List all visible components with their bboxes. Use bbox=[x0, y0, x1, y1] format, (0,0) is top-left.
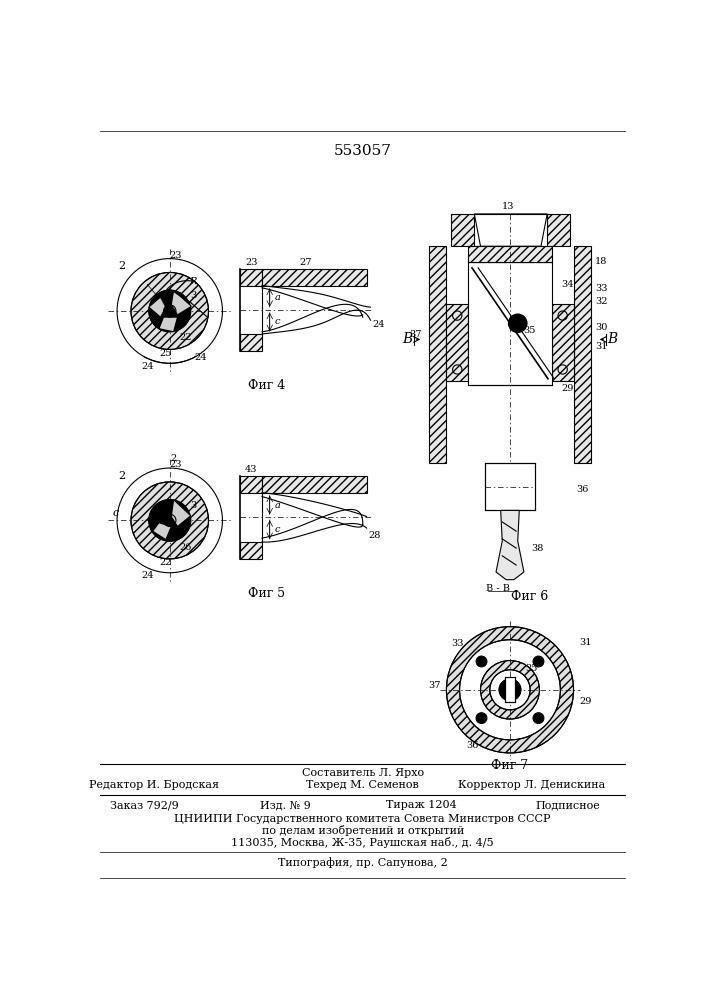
Polygon shape bbox=[468, 262, 552, 385]
Text: 43: 43 bbox=[245, 465, 257, 474]
Text: 38: 38 bbox=[531, 544, 543, 553]
Text: 23: 23 bbox=[245, 258, 257, 267]
Polygon shape bbox=[451, 214, 474, 246]
Circle shape bbox=[149, 290, 191, 332]
Circle shape bbox=[508, 314, 527, 333]
Text: 3: 3 bbox=[190, 291, 196, 300]
Text: Корректор Л. Денискина: Корректор Л. Денискина bbox=[458, 780, 605, 790]
Text: 30: 30 bbox=[595, 323, 607, 332]
Wedge shape bbox=[131, 482, 209, 559]
Polygon shape bbox=[240, 476, 262, 493]
Text: 24: 24 bbox=[142, 362, 154, 371]
Text: 37: 37 bbox=[409, 330, 421, 339]
Text: Типография, пр. Сапунова, 2: Типография, пр. Сапунова, 2 bbox=[278, 857, 448, 868]
Text: B: B bbox=[402, 332, 413, 346]
Text: 18: 18 bbox=[595, 257, 607, 266]
Text: 33: 33 bbox=[451, 639, 464, 648]
Wedge shape bbox=[481, 661, 539, 719]
Text: Подписное: Подписное bbox=[535, 800, 600, 810]
Text: 24: 24 bbox=[372, 320, 385, 329]
Polygon shape bbox=[171, 500, 191, 527]
Text: c: c bbox=[112, 508, 119, 518]
Text: 23: 23 bbox=[170, 460, 182, 469]
Circle shape bbox=[533, 656, 544, 667]
Polygon shape bbox=[552, 304, 573, 381]
Text: 36: 36 bbox=[467, 741, 479, 750]
Text: 2: 2 bbox=[170, 454, 177, 463]
Text: Редактор И. Бродская: Редактор И. Бродская bbox=[89, 780, 219, 790]
Wedge shape bbox=[131, 272, 209, 349]
Polygon shape bbox=[474, 214, 547, 246]
Text: по делам изобретений и открытий: по делам изобретений и открытий bbox=[262, 825, 464, 836]
Text: c: c bbox=[275, 317, 280, 326]
Text: a: a bbox=[274, 293, 281, 302]
Text: 553057: 553057 bbox=[334, 144, 392, 158]
Text: 36: 36 bbox=[577, 485, 589, 494]
Text: 3: 3 bbox=[190, 500, 196, 510]
Text: Фиг 7: Фиг 7 bbox=[491, 759, 529, 772]
Polygon shape bbox=[149, 297, 166, 317]
Polygon shape bbox=[153, 523, 171, 540]
Text: 26: 26 bbox=[179, 543, 192, 552]
Text: 28: 28 bbox=[368, 531, 380, 540]
Text: B: B bbox=[607, 332, 617, 346]
Text: a: a bbox=[274, 500, 281, 510]
Circle shape bbox=[476, 656, 487, 667]
Polygon shape bbox=[159, 317, 177, 332]
Wedge shape bbox=[446, 627, 573, 753]
Text: 33: 33 bbox=[595, 284, 608, 293]
Text: Тираж 1204: Тираж 1204 bbox=[386, 800, 457, 810]
Polygon shape bbox=[262, 476, 368, 493]
Text: 24: 24 bbox=[142, 571, 154, 580]
Text: 32: 32 bbox=[595, 297, 608, 306]
Text: 22: 22 bbox=[179, 333, 192, 342]
Text: Фиг 5: Фиг 5 bbox=[248, 587, 285, 600]
Text: 31: 31 bbox=[579, 638, 591, 647]
Text: Изд. № 9: Изд. № 9 bbox=[260, 800, 310, 810]
Polygon shape bbox=[446, 304, 468, 381]
Text: 37: 37 bbox=[428, 681, 441, 690]
Polygon shape bbox=[240, 334, 262, 351]
Text: 23: 23 bbox=[170, 251, 182, 260]
Text: 22: 22 bbox=[160, 558, 172, 567]
Polygon shape bbox=[547, 214, 571, 246]
Text: 25: 25 bbox=[160, 349, 172, 358]
Text: Фиг 4: Фиг 4 bbox=[248, 379, 285, 392]
Circle shape bbox=[149, 500, 191, 541]
Text: 31: 31 bbox=[595, 342, 608, 351]
Text: Заказ 792/9: Заказ 792/9 bbox=[110, 800, 179, 810]
Text: 2: 2 bbox=[118, 261, 125, 271]
Text: R: R bbox=[189, 277, 197, 286]
Text: 113035, Москва, Ж-35, Раушская наб., д. 4/5: 113035, Москва, Ж-35, Раушская наб., д. … bbox=[231, 837, 494, 848]
Text: Фиг 6: Фиг 6 bbox=[510, 590, 548, 603]
Text: Техред М. Семенов: Техред М. Семенов bbox=[306, 780, 419, 790]
Text: 24: 24 bbox=[194, 353, 207, 362]
Polygon shape bbox=[468, 246, 552, 262]
Text: 13: 13 bbox=[501, 202, 514, 211]
Text: 2: 2 bbox=[118, 471, 125, 481]
Polygon shape bbox=[262, 269, 368, 286]
Polygon shape bbox=[171, 290, 192, 315]
Polygon shape bbox=[496, 510, 524, 580]
Circle shape bbox=[499, 679, 521, 701]
Polygon shape bbox=[240, 542, 262, 559]
Text: 34: 34 bbox=[561, 280, 573, 289]
Text: c: c bbox=[275, 525, 280, 534]
Circle shape bbox=[533, 713, 544, 724]
Text: 27: 27 bbox=[299, 258, 312, 267]
Text: 35: 35 bbox=[525, 664, 538, 673]
Circle shape bbox=[476, 713, 487, 724]
Polygon shape bbox=[573, 246, 590, 463]
Polygon shape bbox=[429, 246, 446, 463]
Text: B - B: B - B bbox=[486, 584, 510, 593]
Polygon shape bbox=[485, 463, 534, 510]
Polygon shape bbox=[505, 677, 515, 702]
Text: 35: 35 bbox=[523, 326, 535, 335]
Polygon shape bbox=[240, 269, 262, 286]
Text: 29: 29 bbox=[579, 697, 591, 706]
Text: 29: 29 bbox=[561, 384, 573, 393]
Text: ЦНИИПИ Государственного комитета Совета Министров СССР: ЦНИИПИ Государственного комитета Совета … bbox=[175, 814, 551, 824]
Text: Составитель Л. Ярхо: Составитель Л. Ярхо bbox=[302, 768, 423, 778]
